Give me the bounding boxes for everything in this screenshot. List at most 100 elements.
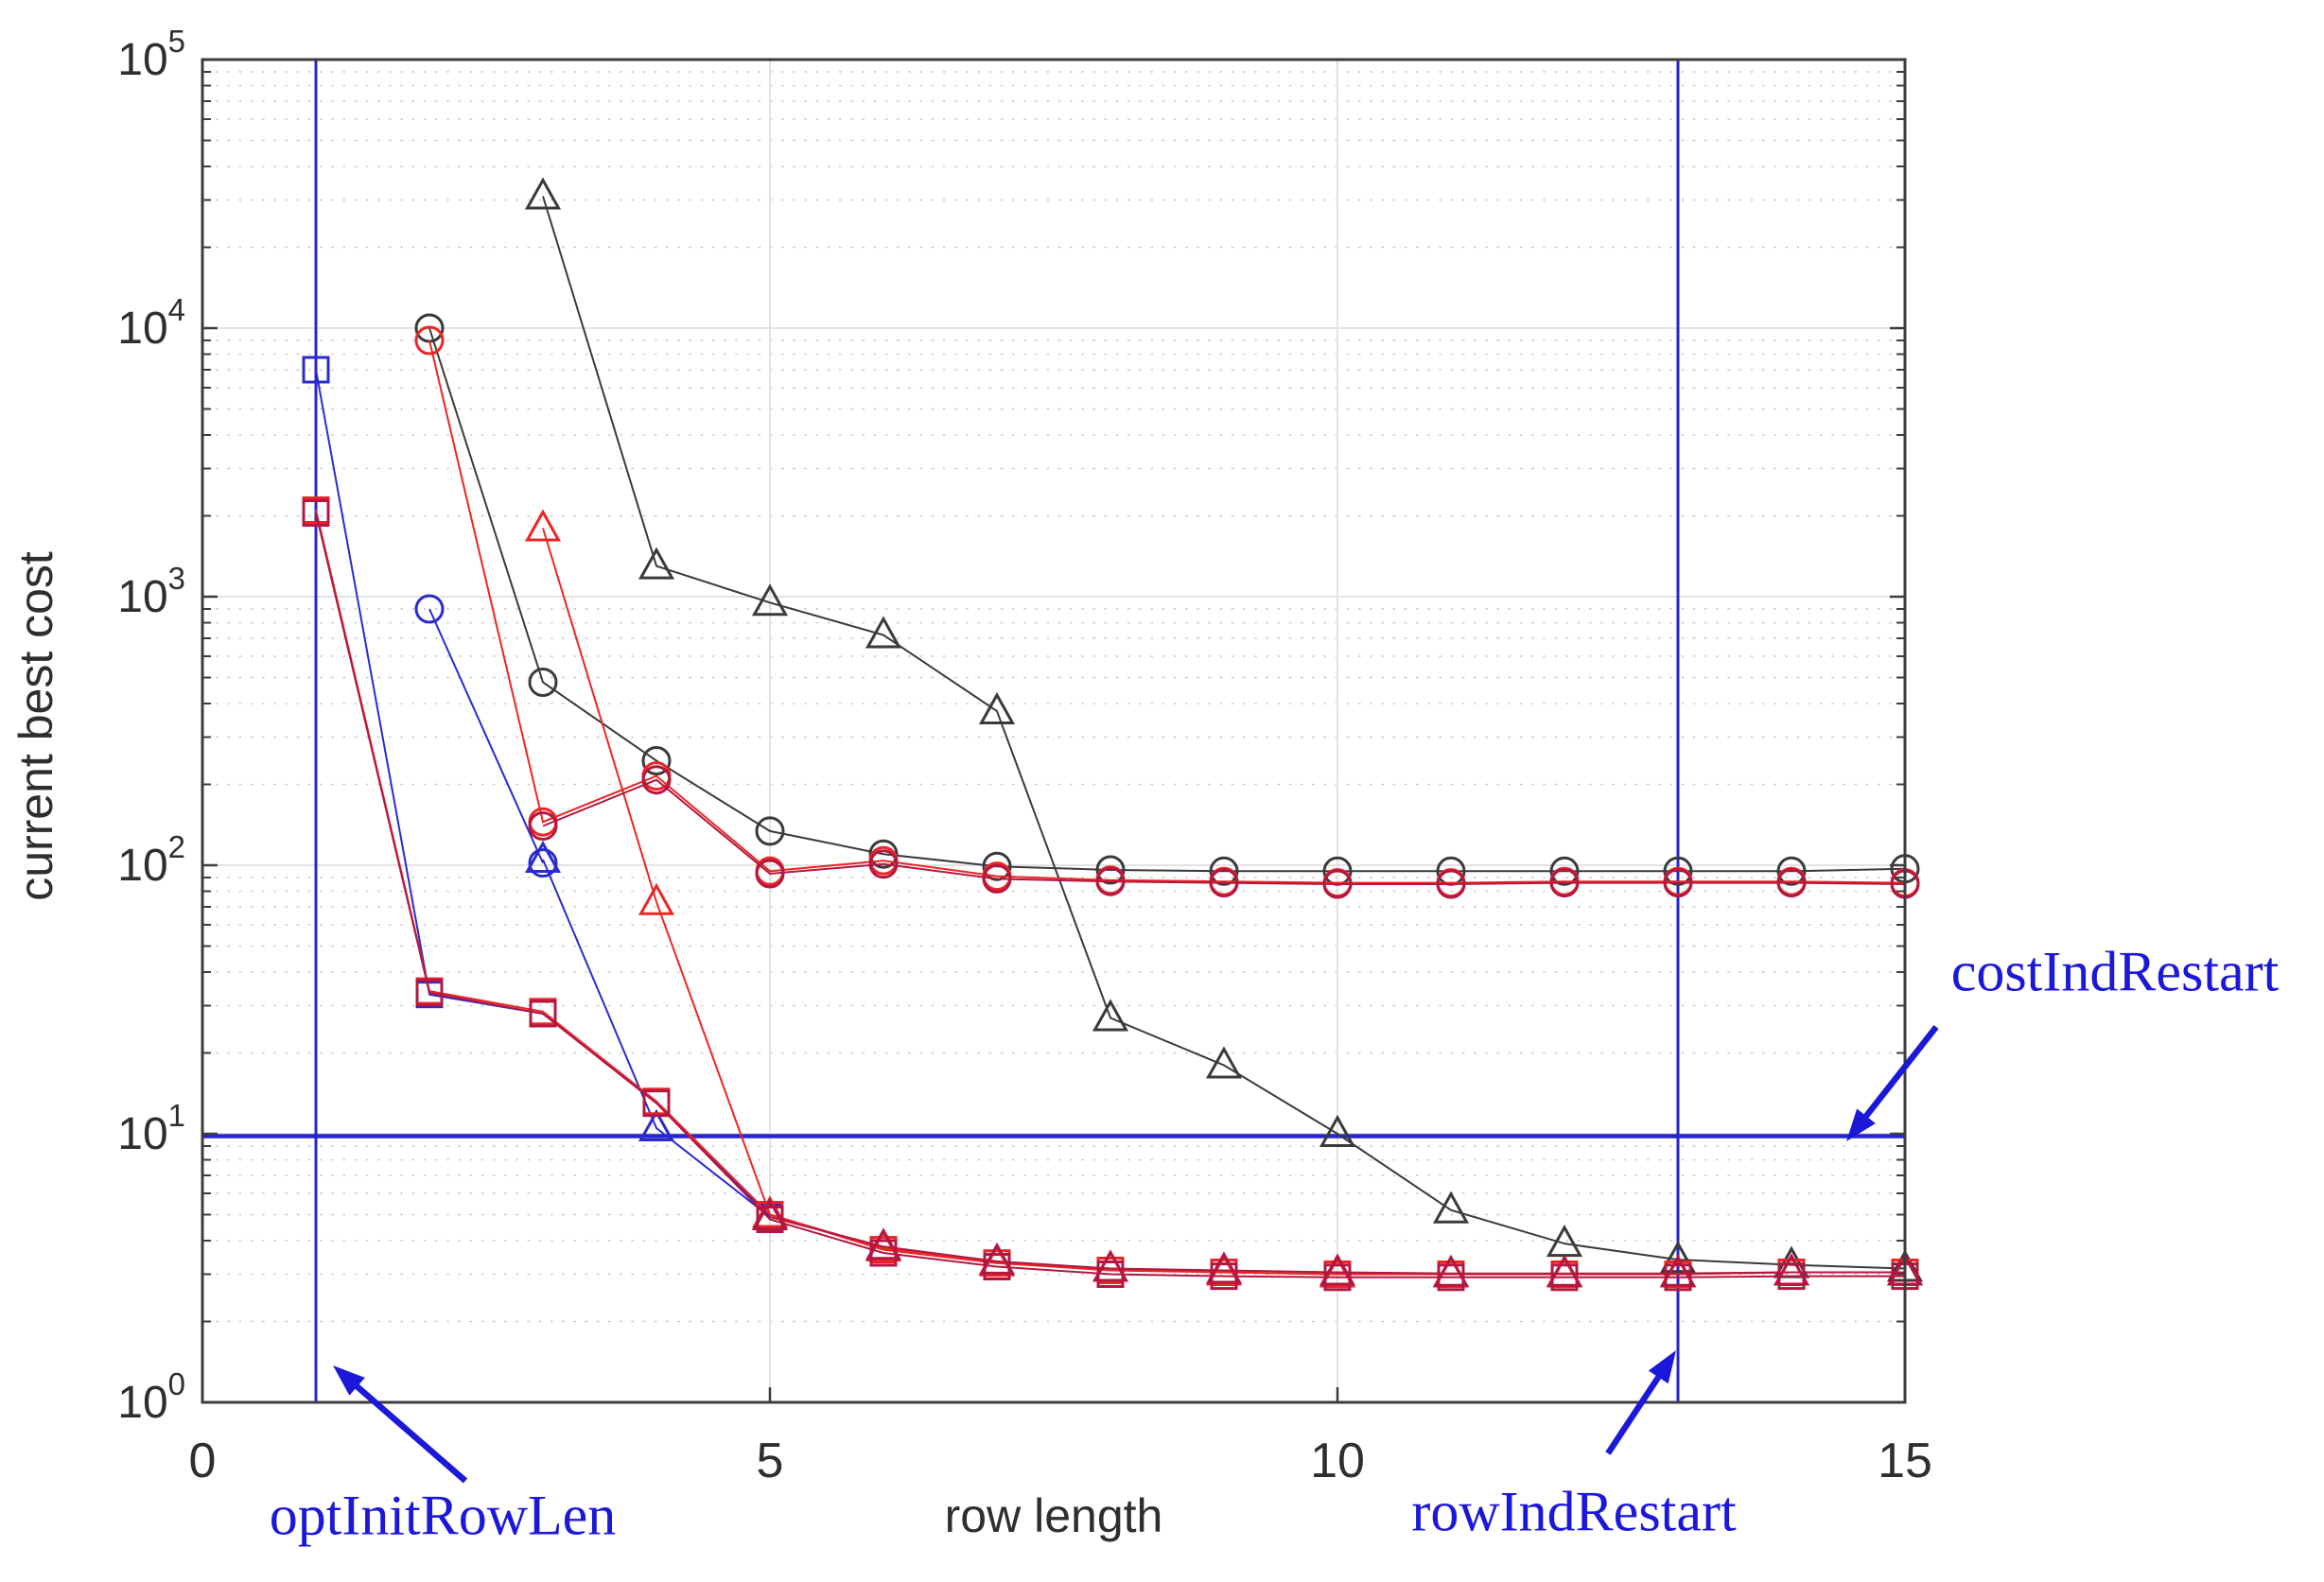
- arrow-line-optInitRowLen: [347, 1378, 468, 1484]
- triangle-marker: [1432, 1191, 1470, 1224]
- circle-marker: [1776, 868, 1807, 898]
- circle-marker: [641, 765, 672, 795]
- annotation-optinitrowlen: optInitRowLen: [269, 1484, 617, 1547]
- circle-marker: [1095, 855, 1126, 885]
- series-crimson-triangle: [751, 1197, 1924, 1287]
- triangle-marker: [1319, 1253, 1356, 1286]
- triangle-marker: [1659, 1254, 1697, 1287]
- circle-marker: [1209, 856, 1239, 886]
- series-line: [542, 528, 1905, 1276]
- circle-marker: [414, 325, 445, 356]
- triangle-marker: [1319, 1114, 1356, 1147]
- y-tick-label: 102: [117, 829, 185, 891]
- annotation-arrows: [333, 1024, 1939, 1484]
- triangle-marker: [1092, 1249, 1129, 1282]
- x-tick-labels: 0 5 10 15: [189, 1434, 1932, 1488]
- axis-ticks: [201, 58, 1907, 1404]
- triangle-marker: [1205, 1251, 1243, 1284]
- x-tick-label: 0: [189, 1434, 217, 1488]
- y-tick-label: 100: [117, 1366, 185, 1428]
- series-crimson-circle: [528, 765, 1920, 899]
- circle-marker: [868, 849, 899, 879]
- triangle-marker: [524, 177, 562, 210]
- triangle-marker: [524, 509, 562, 542]
- square-marker: [302, 356, 330, 384]
- circle-marker: [641, 746, 672, 775]
- triangle-marker: [1773, 1253, 1810, 1286]
- square-marker: [415, 979, 444, 1007]
- square-marker: [529, 1000, 557, 1028]
- circle-marker: [1663, 868, 1693, 898]
- plot-border: [201, 58, 1907, 1404]
- x-tick-label: 15: [1878, 1434, 1932, 1488]
- series-line: [428, 608, 544, 864]
- circle-marker: [528, 811, 558, 841]
- circle-marker: [1549, 856, 1580, 886]
- triangle-marker: [865, 616, 902, 649]
- circle-marker: [1095, 866, 1126, 896]
- arrow-head-optInitRowLen: [333, 1365, 365, 1396]
- series-line: [542, 196, 1906, 1270]
- series-red-circle: [414, 325, 1920, 898]
- square-marker: [642, 1089, 671, 1118]
- triangle-marker: [638, 1108, 675, 1141]
- series-line: [428, 339, 1906, 884]
- triangle-marker: [1546, 1225, 1583, 1258]
- arrow-head-costIndRestart: [1846, 1108, 1876, 1141]
- triangle-marker: [978, 1242, 1016, 1275]
- y-axis-label: current best cost: [9, 551, 62, 901]
- series-blue-circle: [414, 594, 558, 878]
- triangle-marker: [638, 547, 675, 580]
- triangle-marker: [1432, 1254, 1470, 1287]
- x-tick-label: 5: [757, 1434, 784, 1488]
- circle-marker: [414, 594, 445, 624]
- circle-marker: [1436, 869, 1466, 899]
- x-axis-label: row length: [944, 1489, 1163, 1542]
- annotation-costindrestart: costIndRestart: [1950, 940, 2280, 1003]
- circle-marker: [1549, 868, 1580, 898]
- series-line: [769, 1216, 1905, 1275]
- circle-marker: [755, 859, 785, 889]
- series-line: [542, 859, 771, 1218]
- arrow-line-rowIndRestart: [1605, 1367, 1667, 1455]
- triangle-marker: [1092, 999, 1129, 1032]
- x-tick-label: 10: [1310, 1434, 1365, 1488]
- series-line: [428, 327, 1906, 873]
- series-line: [542, 778, 1906, 885]
- y-tick-label: 103: [117, 561, 185, 622]
- series-black-circle: [414, 313, 1920, 886]
- triangle-marker: [1546, 1254, 1583, 1287]
- y-tick-labels: 100 101 102 103 104 105: [117, 24, 185, 1428]
- triangle-marker: [978, 691, 1016, 724]
- triangle-marker: [1205, 1046, 1243, 1079]
- circle-marker: [1663, 856, 1693, 886]
- triangle-marker: [865, 1227, 902, 1260]
- y-tick-label: 101: [117, 1098, 185, 1159]
- circle-marker: [982, 863, 1012, 894]
- arrow-head-rowIndRestart: [1648, 1350, 1676, 1384]
- grid-major: [202, 60, 1905, 1402]
- circle-marker: [1322, 869, 1353, 899]
- series-line: [315, 369, 771, 1218]
- series-red-triangle: [524, 509, 1924, 1288]
- circle-marker: [1776, 856, 1807, 886]
- annotation-rowindrestart: rowIndRestart: [1411, 1480, 1737, 1543]
- triangle-marker: [751, 1197, 789, 1230]
- reference-lines: [202, 60, 1905, 1402]
- circle-marker: [528, 848, 558, 878]
- triangle-marker: [524, 840, 562, 873]
- circle-marker: [1209, 868, 1239, 898]
- square-marker: [302, 499, 330, 527]
- triangle-marker: [1659, 1241, 1697, 1274]
- triangle-marker: [638, 882, 675, 915]
- triangle-marker: [751, 583, 789, 617]
- series-black-triangle: [524, 177, 1924, 1282]
- circle-marker: [868, 839, 899, 869]
- circle-marker: [528, 668, 558, 697]
- arrow-line-costIndRestart: [1858, 1024, 1939, 1126]
- y-tick-label: 105: [117, 24, 185, 85]
- circle-marker: [755, 816, 785, 846]
- series-line: [315, 513, 1905, 1278]
